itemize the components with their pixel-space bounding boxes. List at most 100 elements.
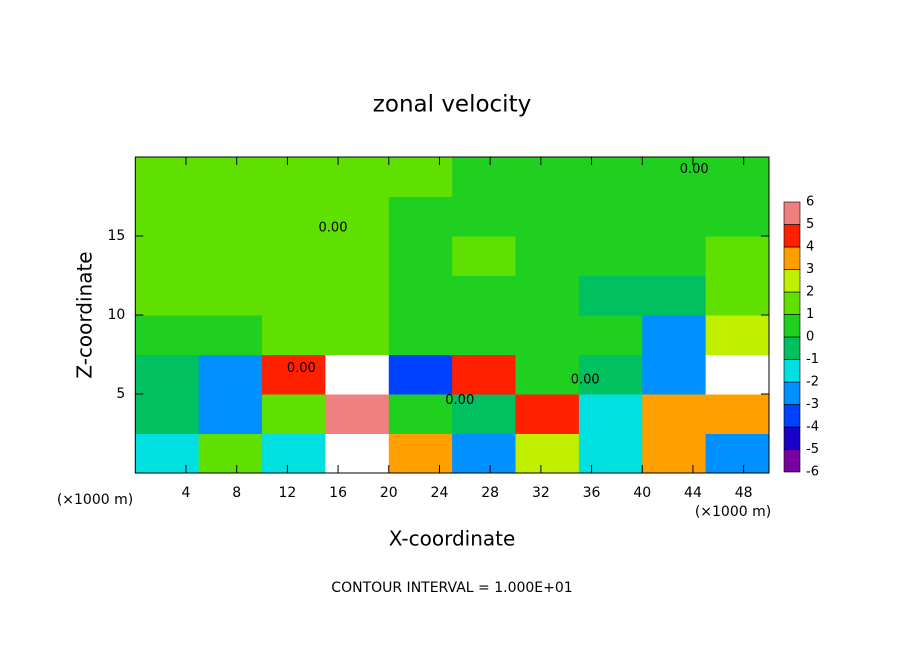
heat-cell	[262, 236, 326, 276]
x-tick-label: 16	[329, 485, 347, 501]
colorbar-band	[783, 269, 801, 293]
contour-label: 0.00	[287, 361, 316, 376]
heat-cell	[325, 354, 390, 395]
heat-cell	[705, 196, 770, 237]
heat-cell	[515, 433, 580, 473]
heat-cell	[642, 394, 707, 434]
x-axis-label: X-coordinate	[389, 527, 516, 551]
heat-cell	[198, 394, 263, 434]
x-unit: (×1000 m)	[695, 504, 771, 520]
colorbar-label: 6	[806, 195, 814, 210]
heat-cell	[642, 236, 707, 276]
heat-cell	[325, 315, 390, 355]
heat-cell	[642, 315, 707, 355]
heat-cell	[198, 157, 263, 197]
heat-cell	[578, 157, 643, 197]
heat-cell	[705, 236, 770, 276]
heat-cell	[578, 394, 643, 434]
colorbar-label: 1	[806, 307, 814, 322]
colorbar-band	[783, 246, 801, 270]
heat-cell	[388, 315, 453, 355]
colorbar-label: 3	[806, 262, 814, 277]
heat-cell	[262, 354, 326, 395]
chart-title: zonal velocity	[373, 92, 531, 118]
heat-cell	[578, 354, 643, 395]
heat-cell	[578, 236, 643, 276]
heat-cell	[325, 275, 390, 316]
heat-cell	[388, 196, 453, 237]
heat-cell	[262, 433, 326, 473]
heat-cell	[135, 196, 200, 237]
heat-cell	[198, 275, 263, 316]
x-tick-label: 12	[278, 485, 296, 501]
heat-cell	[135, 315, 200, 355]
heat-cell	[578, 433, 643, 473]
heat-cell	[515, 394, 580, 434]
heat-cell	[705, 354, 770, 395]
colorbar-band	[783, 426, 801, 450]
heat-cell	[198, 236, 263, 276]
x-tick-label: 4	[182, 485, 191, 501]
footer-note: CONTOUR INTERVAL = 1.000E+01	[331, 580, 572, 596]
heat-cell	[515, 275, 580, 316]
y-unit: (×1000 m)	[57, 492, 133, 508]
colorbar-label: -3	[806, 397, 819, 412]
colorbar-band	[783, 359, 801, 383]
heat-cell	[262, 315, 326, 355]
heat-cell	[452, 236, 517, 276]
colorbar-label: 5	[806, 217, 814, 232]
colorbar-band	[783, 314, 801, 338]
heat-cell	[452, 354, 517, 395]
heat-cell	[262, 394, 326, 434]
heat-cell	[388, 275, 453, 316]
x-tick-label: 24	[431, 485, 449, 501]
heat-cell	[515, 236, 580, 276]
x-tick-label: 20	[380, 485, 398, 501]
heat-cell	[198, 196, 263, 237]
colorbar-label: -2	[806, 375, 819, 390]
y-tick-label: 10	[107, 307, 125, 323]
heat-cell	[452, 157, 517, 197]
colorbar-band	[783, 336, 801, 360]
heat-cell	[642, 157, 707, 197]
heat-cell	[452, 394, 517, 434]
heat-cell	[388, 157, 453, 197]
colorbar-label: -4	[806, 420, 819, 435]
heat-cell	[262, 157, 326, 197]
heat-cell	[135, 433, 200, 473]
colorbar-band	[783, 291, 801, 315]
heat-cell	[135, 236, 200, 276]
heat-cell	[515, 315, 580, 355]
heat-cell	[325, 433, 390, 473]
y-tick-label: 15	[107, 228, 125, 244]
heat-cell	[642, 433, 707, 473]
heat-cell	[325, 196, 390, 237]
colorbar-band	[783, 381, 801, 405]
y-tick-label: 5	[116, 386, 125, 402]
colorbar-label: -6	[806, 465, 819, 480]
heat-cell	[388, 394, 453, 434]
heat-cell	[705, 433, 770, 473]
heat-cell	[135, 157, 200, 197]
x-tick-label: 36	[583, 485, 601, 501]
colorbar-label: -5	[806, 442, 819, 457]
heat-cell	[388, 354, 453, 395]
contour-label: 0.00	[319, 221, 348, 236]
heat-cell	[135, 354, 200, 395]
heat-cell	[642, 275, 707, 316]
heat-cell	[262, 196, 326, 237]
heat-cell	[325, 236, 390, 276]
heat-cell	[642, 196, 707, 237]
heat-cell	[388, 433, 453, 473]
heat-cell	[135, 275, 200, 316]
heat-cell	[705, 275, 770, 316]
heat-cell	[198, 433, 263, 473]
x-tick-label: 32	[532, 485, 550, 501]
contour-label: 0.00	[445, 393, 474, 408]
heat-cell	[578, 196, 643, 237]
heat-cell	[325, 157, 390, 197]
heat-cell	[578, 275, 643, 316]
heat-cell	[705, 315, 770, 355]
heat-cell	[452, 433, 517, 473]
